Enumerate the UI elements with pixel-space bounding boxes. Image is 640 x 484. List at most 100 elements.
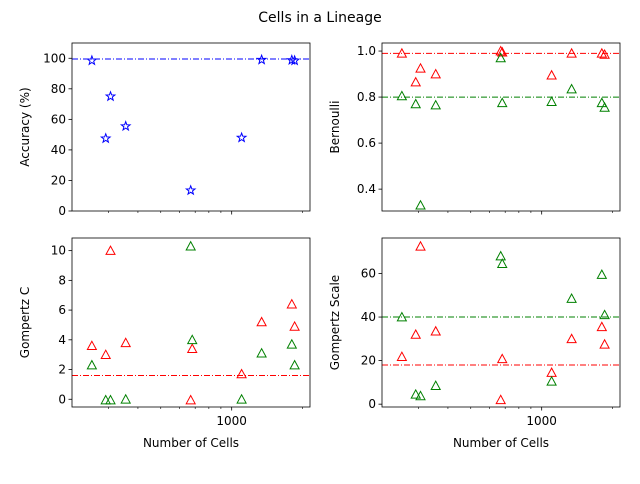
data-point [256, 347, 267, 358]
data-point [415, 240, 426, 251]
data-point [599, 48, 610, 59]
data-point [235, 131, 248, 143]
data-point [255, 53, 268, 65]
y-axis-label: Accuracy (%) [18, 87, 32, 166]
data-point [410, 388, 422, 399]
data-point [546, 367, 557, 377]
data-point [236, 368, 247, 379]
y-tick-label: 20 [51, 173, 66, 187]
y-tick-label: 40 [51, 143, 66, 157]
axes-frame [381, 237, 621, 408]
data-point [286, 298, 298, 309]
data-point [415, 199, 426, 210]
data-point [599, 309, 610, 320]
y-tick-label: 8 [58, 273, 66, 287]
data-point [86, 359, 98, 370]
data-point [186, 334, 198, 345]
data-point [410, 328, 422, 339]
data-point [566, 333, 577, 344]
data-point [495, 52, 507, 63]
data-point [546, 96, 557, 106]
data-point [120, 393, 132, 404]
data-point [496, 258, 508, 268]
data-point [566, 83, 577, 94]
data-point [99, 132, 112, 144]
y-tick-label: 0.8 [357, 90, 376, 104]
data-point [288, 54, 301, 66]
data-point [396, 47, 408, 58]
data-point [566, 47, 577, 58]
axes-frame [381, 42, 621, 212]
data-point [495, 394, 507, 405]
y-tick-label: 20 [361, 354, 376, 368]
data-point [104, 90, 117, 102]
data-point [105, 394, 116, 405]
data-point [396, 311, 408, 322]
data-point [119, 120, 132, 132]
y-tick-label: 1.0 [357, 44, 376, 58]
y-tick-label: 0 [58, 204, 66, 218]
y-tick-label: 60 [361, 266, 376, 280]
data-point [120, 337, 132, 348]
y-tick-label: 10 [51, 244, 66, 258]
data-point [496, 97, 508, 108]
data-point [184, 184, 197, 196]
data-point [566, 292, 577, 303]
data-point [100, 349, 112, 359]
data-point [396, 351, 408, 361]
y-tick-label: 6 [58, 303, 66, 317]
data-point [599, 338, 610, 349]
y-axis-label: Gompertz C [18, 287, 32, 358]
data-point [185, 394, 197, 405]
x-axis-label: Number of Cells [453, 436, 549, 450]
subplot-1: 0 20 40 60 80 100 Accuracy (%) [18, 42, 311, 218]
data-point [430, 380, 442, 390]
x-tick-label: 1000 [216, 414, 247, 428]
subplot-2: 0.4 0.6 0.8 1.0 Bernoulli [328, 42, 621, 215]
data-point [289, 359, 300, 370]
y-tick-label: 40 [361, 310, 376, 324]
y-tick-label: 0 [368, 397, 376, 411]
y-tick-label: 0.4 [357, 182, 376, 196]
data-point [495, 250, 507, 261]
data-point [186, 343, 198, 354]
data-point [86, 340, 98, 351]
figure-title: Cells in a Lineage [258, 10, 381, 26]
x-tick-label: 1000 [526, 414, 557, 428]
data-point [410, 98, 422, 109]
data-point [430, 68, 442, 79]
data-point [596, 269, 608, 279]
data-point [289, 320, 300, 331]
axes-frame [71, 42, 311, 212]
data-point [495, 45, 507, 56]
data-point [415, 62, 426, 73]
data-point [596, 47, 608, 58]
data-point [430, 99, 442, 110]
y-tick-label: 100 [43, 51, 66, 65]
data-point [100, 394, 112, 405]
data-point [496, 353, 508, 364]
y-tick-label: 80 [51, 82, 66, 96]
data-point [86, 54, 98, 66]
x-axis-label: Number of Cells [143, 436, 239, 450]
data-point [236, 393, 247, 404]
subplot-3: 0 2 4 6 8 10 1000 Gompertz C Number of Cells [18, 237, 311, 450]
y-tick-label: 0.6 [357, 136, 376, 150]
data-point [596, 97, 608, 108]
data-point [185, 240, 197, 251]
data-point [415, 390, 426, 401]
data-point [599, 101, 610, 112]
data-point [546, 375, 557, 386]
data-point [596, 321, 608, 332]
data-point [286, 338, 298, 349]
data-point [256, 316, 267, 327]
data-point [105, 245, 116, 255]
data-point [410, 76, 422, 87]
subplot-4: 0 20 40 60 1000 Gompertz Scale Number of Cells [328, 237, 621, 450]
data-point [546, 69, 557, 80]
y-tick-label: 0 [58, 392, 66, 406]
data-point [430, 325, 442, 336]
data-point [396, 90, 408, 101]
y-tick-label: 60 [51, 112, 66, 126]
y-tick-label: 4 [58, 333, 66, 347]
